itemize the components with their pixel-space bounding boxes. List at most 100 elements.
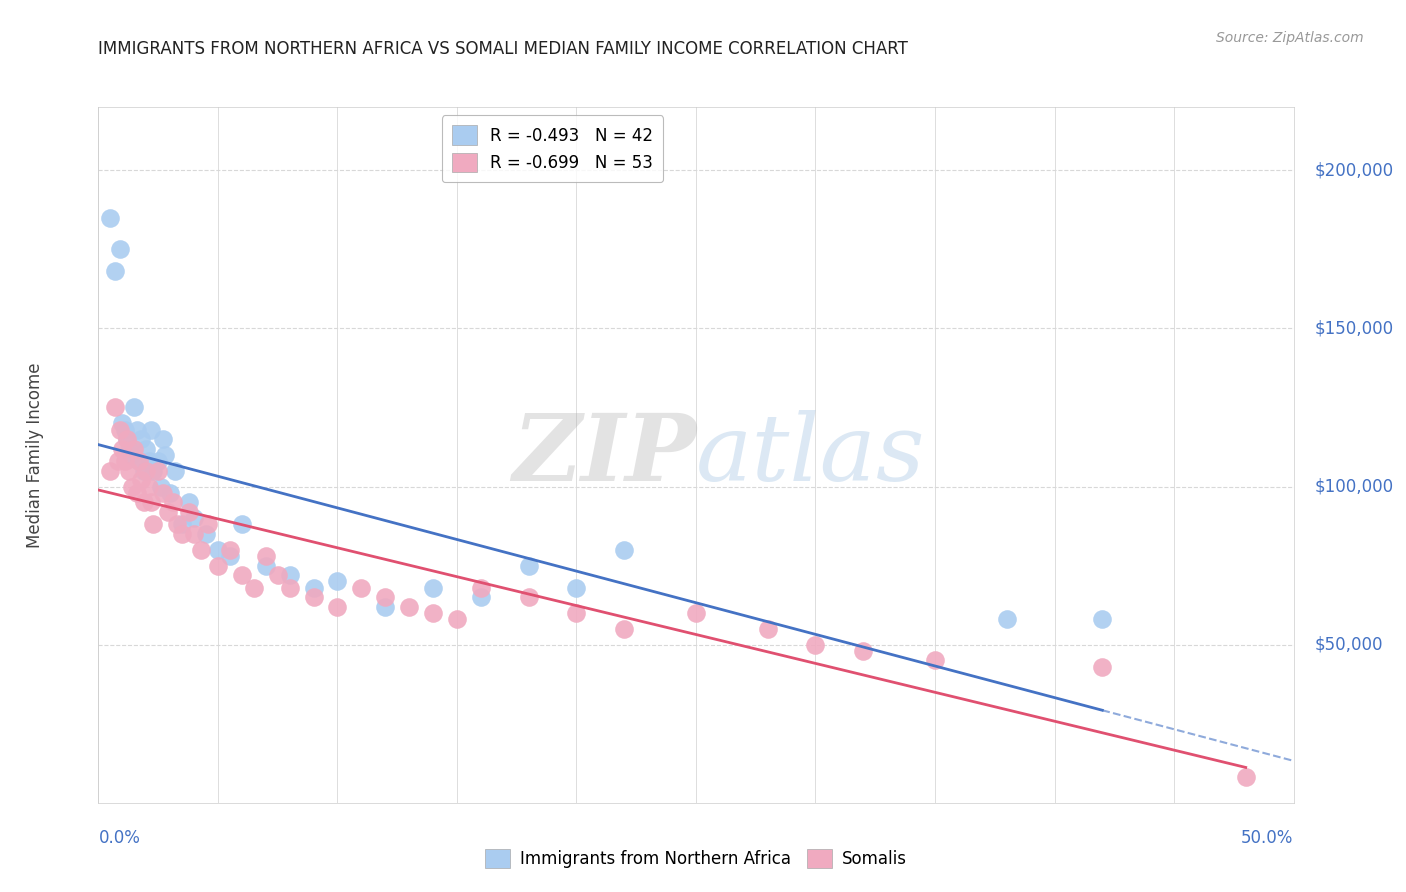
Text: ZIP: ZIP [512, 410, 696, 500]
Point [107, 454, 129, 468]
Point [1234, 771, 1257, 785]
Point [422, 581, 444, 595]
Point [756, 622, 779, 636]
Point [470, 581, 492, 595]
Point [142, 517, 165, 532]
Point [148, 454, 170, 468]
Point [243, 581, 266, 595]
Point [219, 542, 242, 557]
Point [163, 464, 186, 478]
Point [115, 432, 138, 446]
Point [159, 486, 181, 500]
Point [924, 653, 946, 667]
Text: atlas: atlas [696, 410, 925, 500]
Point [219, 549, 242, 563]
Point [207, 558, 229, 573]
Point [231, 517, 253, 532]
Point [152, 486, 174, 500]
Point [128, 454, 150, 468]
Point [565, 581, 588, 595]
Point [114, 454, 136, 468]
Point [1091, 660, 1114, 674]
Point [111, 442, 134, 456]
Text: Source: ZipAtlas.com: Source: ZipAtlas.com [1216, 31, 1364, 45]
Point [197, 517, 219, 532]
Point [152, 432, 174, 446]
Text: IMMIGRANTS FROM NORTHERN AFRICA VS SOMALI MEDIAN FAMILY INCOME CORRELATION CHART: IMMIGRANTS FROM NORTHERN AFRICA VS SOMAL… [98, 40, 908, 58]
Point [231, 568, 253, 582]
Point [374, 591, 396, 605]
Point [852, 644, 875, 658]
Point [183, 511, 205, 525]
Point [148, 464, 170, 478]
Point [118, 464, 141, 478]
Point [104, 401, 127, 415]
Point [302, 581, 325, 595]
Legend: Immigrants from Northern Africa, Somalis: Immigrants from Northern Africa, Somalis [478, 842, 914, 874]
Point [132, 464, 155, 478]
Point [517, 558, 540, 573]
Point [124, 401, 146, 415]
Point [1091, 612, 1114, 626]
Point [115, 432, 138, 446]
Text: Median Family Income: Median Family Income [27, 362, 44, 548]
Point [995, 612, 1018, 626]
Point [98, 464, 122, 478]
Text: $100,000: $100,000 [1315, 477, 1393, 496]
Point [162, 495, 184, 509]
Point [278, 581, 301, 595]
Point [131, 473, 153, 487]
Point [108, 243, 131, 257]
Point [302, 591, 325, 605]
Text: 50.0%: 50.0% [1241, 829, 1294, 847]
Point [155, 448, 177, 462]
Point [156, 505, 179, 519]
Point [139, 423, 162, 437]
Point [114, 423, 136, 437]
Text: 0.0%: 0.0% [98, 829, 141, 847]
Point [135, 442, 157, 456]
Point [350, 581, 373, 595]
Point [422, 606, 444, 620]
Point [183, 527, 205, 541]
Point [139, 495, 162, 509]
Point [108, 423, 131, 437]
Point [254, 549, 277, 563]
Point [104, 264, 127, 278]
Point [278, 568, 301, 582]
Point [398, 599, 420, 614]
Point [138, 479, 160, 493]
Point [125, 486, 148, 500]
Point [804, 638, 827, 652]
Point [124, 442, 146, 456]
Point [172, 517, 194, 532]
Point [267, 568, 290, 582]
Point [565, 606, 588, 620]
Text: $200,000: $200,000 [1315, 161, 1393, 179]
Point [446, 612, 468, 626]
Point [121, 448, 143, 462]
Point [326, 599, 349, 614]
Point [142, 464, 165, 478]
Point [111, 417, 134, 431]
Point [128, 454, 150, 468]
Point [179, 505, 201, 519]
Point [613, 622, 636, 636]
Point [138, 454, 160, 468]
Point [172, 527, 194, 541]
Point [254, 558, 277, 573]
Text: $150,000: $150,000 [1315, 319, 1393, 337]
Point [190, 542, 212, 557]
Point [207, 542, 229, 557]
Point [613, 542, 636, 557]
Point [166, 517, 188, 532]
Point [149, 479, 172, 493]
Text: $50,000: $50,000 [1315, 636, 1384, 654]
Point [125, 423, 148, 437]
Point [685, 606, 707, 620]
Point [118, 442, 141, 456]
Point [131, 432, 153, 446]
Point [194, 527, 217, 541]
Point [121, 479, 143, 493]
Point [179, 495, 201, 509]
